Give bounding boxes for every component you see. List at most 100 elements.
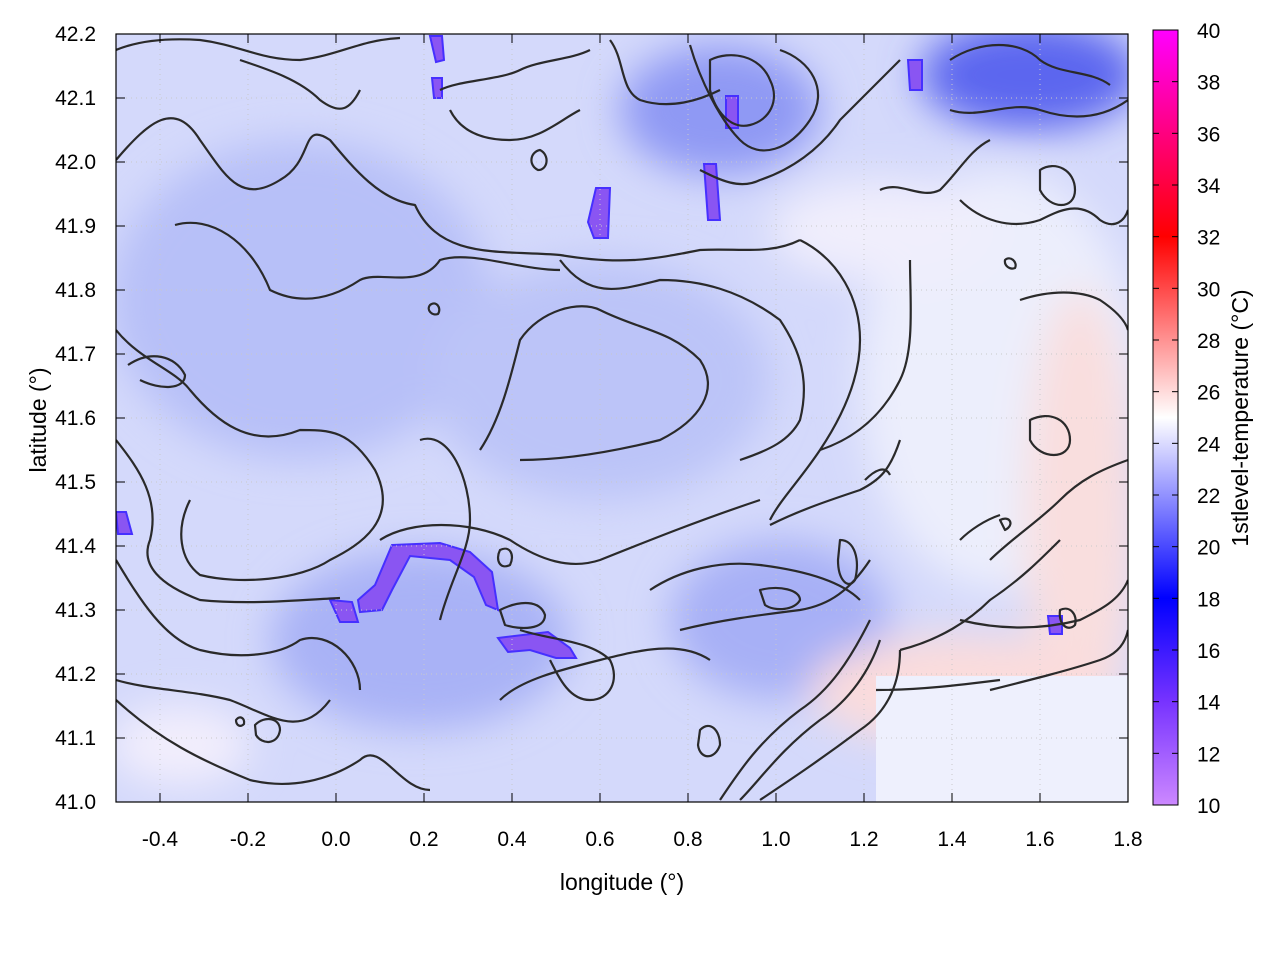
contour-6 <box>116 678 331 723</box>
cold-patch-1 <box>356 541 500 614</box>
contour-34 <box>688 44 820 152</box>
sea-area <box>876 676 1128 802</box>
contour-26 <box>1028 415 1072 456</box>
contour-21 <box>899 539 1061 652</box>
contour-56 <box>959 513 1001 541</box>
x-tick-label: 1.6 <box>1025 828 1054 851</box>
contour-31 <box>1038 164 1077 206</box>
colorbar-tick-label: 40 <box>1197 20 1220 43</box>
contour-15 <box>769 439 902 526</box>
contour-33 <box>609 39 721 106</box>
y-tick-label: 42.0 <box>55 151 96 174</box>
colorbar-label: 1stlevel-temperature (°C) <box>1227 289 1253 546</box>
contour-45 <box>696 724 722 758</box>
contour-20 <box>759 649 902 801</box>
cold-patch-6 <box>586 187 612 239</box>
contour-43 <box>498 602 547 630</box>
contour-17 <box>679 559 871 632</box>
y-tick-label: 42.1 <box>55 87 96 110</box>
y-tick-label: 41.0 <box>55 791 96 814</box>
contour-37 <box>439 49 591 91</box>
x-tick-label: 1.0 <box>761 828 790 851</box>
contour-32 <box>1019 291 1128 331</box>
colorbar-tick-label: 24 <box>1197 433 1221 456</box>
y-axis-label: latitude (°) <box>25 367 51 472</box>
contour-54 <box>427 302 441 316</box>
warm-region-north <box>770 180 990 280</box>
contour-30 <box>959 199 1128 226</box>
colorbar-tick-label: 16 <box>1197 640 1220 663</box>
y-tick-label: 41.3 <box>55 599 96 622</box>
contour-2 <box>174 221 561 300</box>
contour-12 <box>559 259 806 462</box>
colorbar-tick-label: 36 <box>1197 123 1220 146</box>
contour-14 <box>819 259 912 452</box>
colorbar-tick-label: 20 <box>1197 537 1220 560</box>
x-axis-label: longitude (°) <box>560 869 684 895</box>
cold-patch-10 <box>116 511 134 535</box>
colorbar-tick-label: 32 <box>1197 227 1220 250</box>
y-tick-label: 41.6 <box>55 407 96 430</box>
colorbar-tick-label: 28 <box>1197 330 1220 353</box>
contour-7 <box>116 699 431 792</box>
contour-5 <box>116 559 362 691</box>
cold-patch-9 <box>906 59 923 91</box>
contour-36 <box>699 59 901 186</box>
colorbar-tick-label: 34 <box>1197 175 1221 198</box>
contour-47 <box>836 538 858 585</box>
x-tick-label: 1.8 <box>1113 828 1142 851</box>
x-tick-label: 1.2 <box>849 828 878 851</box>
contour-29 <box>879 139 991 194</box>
contour-9 <box>379 498 761 565</box>
contour-lines <box>116 36 1128 801</box>
cool-region-west <box>116 140 490 460</box>
x-tick-label: -0.4 <box>142 828 179 851</box>
y-tick-label: 41.4 <box>55 535 96 558</box>
contour-18 <box>719 619 871 801</box>
contour-53 <box>1003 257 1017 270</box>
contour-23 <box>989 629 1128 692</box>
contour-11 <box>479 305 709 462</box>
contour-27 <box>949 99 1128 118</box>
temperature-heatmap <box>116 34 1128 802</box>
colorbar-tick-label: 30 <box>1197 278 1220 301</box>
contour-3 <box>116 329 384 582</box>
contour-39 <box>530 148 548 172</box>
contour-49 <box>253 717 282 743</box>
x-tick-label: -0.2 <box>230 828 266 851</box>
contour-8 <box>499 647 711 701</box>
contour-42 <box>496 547 514 568</box>
cold-patch-4 <box>428 35 446 64</box>
cold-patch-5 <box>430 77 443 99</box>
contour-35 <box>708 54 775 127</box>
x-tick-label: 0.8 <box>673 828 702 851</box>
contour-19 <box>739 639 882 801</box>
y-tick-label: 41.5 <box>55 471 96 494</box>
contour-16 <box>649 562 861 601</box>
x-tick-label: 0.6 <box>585 828 614 851</box>
y-tick-label: 41.1 <box>55 727 96 750</box>
contour-4 <box>116 439 341 604</box>
colorbar-tick-label: 26 <box>1197 382 1220 405</box>
colorbar-ticks: 10 12 14 16 18 20 22 24 26 28 30 32 34 36 38 40 <box>1153 20 1221 818</box>
y-tick-label: 42.2 <box>55 23 96 46</box>
x-tick-label: 1.4 <box>937 828 967 851</box>
contour-44 <box>519 628 615 702</box>
contour-46 <box>758 586 802 611</box>
contour-41 <box>239 58 361 110</box>
y-tick-label: 41.9 <box>55 215 96 238</box>
colorbar-tick-label: 18 <box>1197 588 1220 611</box>
y-tick-label: 41.8 <box>55 279 96 302</box>
y-tick-label: 41.2 <box>55 663 96 686</box>
x-tick-label: 0.4 <box>497 828 527 851</box>
y-axis-ticks: 41.0 41.1 41.2 41.3 41.4 41.5 41.6 41.7 41.8 41.9… <box>55 23 1128 814</box>
x-tick-label: 0.0 <box>321 828 350 851</box>
colorbar-tick-label: 38 <box>1197 72 1220 95</box>
contour-13 <box>769 239 862 521</box>
contour-52 <box>1058 607 1077 629</box>
colorbar <box>1152 29 1179 806</box>
colorbar-tick-label: 14 <box>1197 692 1221 715</box>
x-tick-label: 0.2 <box>409 828 438 851</box>
contour-55 <box>864 468 891 481</box>
contour-48 <box>234 716 246 727</box>
